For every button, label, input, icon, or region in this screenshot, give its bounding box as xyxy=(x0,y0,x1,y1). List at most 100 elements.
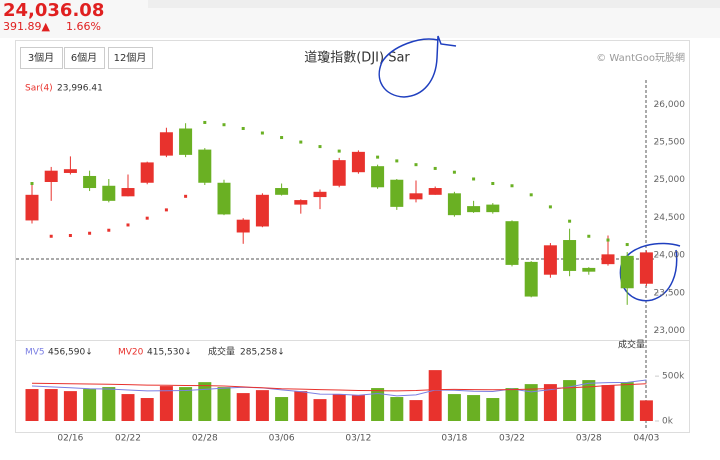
sar-dot xyxy=(472,177,476,181)
sar-dot xyxy=(529,193,533,197)
candle-body xyxy=(390,179,404,207)
volume-bar xyxy=(179,387,193,421)
x-tick-label: 03/06 xyxy=(269,434,295,444)
candle-body xyxy=(582,267,596,272)
candle-body xyxy=(601,254,615,265)
volume-bar xyxy=(25,389,39,421)
volume-bar xyxy=(582,380,596,421)
sar-dot xyxy=(568,219,572,223)
sar-dot xyxy=(318,145,322,149)
volume-bar xyxy=(121,394,135,421)
header-cells xyxy=(148,0,720,8)
volume-bar xyxy=(486,398,500,421)
volume-bar xyxy=(140,398,154,421)
volume-bar xyxy=(428,370,442,421)
candle-body xyxy=(198,149,212,183)
sar-dot xyxy=(280,136,284,140)
volume-bar xyxy=(159,386,173,421)
candle-body xyxy=(159,132,173,156)
candle-body xyxy=(351,151,365,173)
candle-body xyxy=(275,188,289,195)
range-button-label[interactable]: 3個月 xyxy=(28,51,54,64)
change: 391.89▲ xyxy=(3,20,50,33)
legend-name: MV20 xyxy=(118,348,144,358)
sar-dot xyxy=(510,184,514,188)
range-button[interactable] xyxy=(64,47,105,69)
range-button-label[interactable]: 6個月 xyxy=(71,51,97,64)
range-button-label[interactable]: 12個月 xyxy=(114,51,147,64)
volume-bar xyxy=(447,394,461,421)
volume-bar xyxy=(294,391,308,421)
x-tick-label: 02/28 xyxy=(192,434,218,444)
x-tick-label: 03/12 xyxy=(345,434,371,444)
candle-body xyxy=(102,185,116,201)
sar-dot xyxy=(260,131,264,135)
volume-bar xyxy=(371,388,385,421)
chart-title: 道瓊指數(DJI) Sar xyxy=(304,51,410,66)
sar-dot xyxy=(587,234,591,238)
volume-bar xyxy=(390,397,404,421)
candle-body xyxy=(179,128,193,155)
volume-bar xyxy=(601,385,615,421)
sar-dot xyxy=(606,238,610,242)
candle-body xyxy=(639,252,653,284)
hand-annotation xyxy=(619,242,681,302)
volume-bar xyxy=(620,382,634,421)
range-button[interactable] xyxy=(108,47,153,69)
y-tick-label: 26,000 xyxy=(654,100,686,110)
watermark: © WantGoo玩股網 xyxy=(596,51,685,64)
volume-bar xyxy=(505,388,519,421)
sar-dot xyxy=(126,223,130,227)
legend-name: 成交量 xyxy=(208,346,235,358)
sar-dot xyxy=(107,228,111,232)
sar-dot xyxy=(433,166,437,170)
x-tick-label: 03/18 xyxy=(441,434,467,444)
sar-dot xyxy=(644,253,648,257)
x-tick-label: 03/28 xyxy=(576,434,602,444)
legend-name: MV5 xyxy=(25,348,45,358)
sar-dot xyxy=(184,194,188,198)
candle-body xyxy=(486,204,500,213)
y-tick-label: 25,500 xyxy=(654,138,686,148)
x-tick-label: 03/22 xyxy=(499,434,525,444)
candle-body xyxy=(140,162,154,183)
sar-dot xyxy=(625,243,629,247)
sar-value: 23,996.41 xyxy=(57,84,103,94)
candle-body xyxy=(620,255,634,289)
sar-legend: Sar(4) xyxy=(25,84,53,94)
sar-dot xyxy=(49,234,53,238)
volume-bar xyxy=(217,387,231,421)
sar-dot xyxy=(88,231,92,235)
volume-bar xyxy=(313,399,327,421)
plot: 23,000 23,500 24,000 24,500 25,000 25,500 26,0… xyxy=(25,84,685,444)
candle-body xyxy=(294,200,308,205)
legend-value: 456,590↓ xyxy=(48,348,93,358)
candle-body xyxy=(63,169,77,173)
sar-dot xyxy=(376,155,380,159)
volume-bar xyxy=(63,391,77,421)
y-tick-label: 23,000 xyxy=(654,326,686,336)
volume-bar xyxy=(332,394,346,421)
frame xyxy=(15,40,690,433)
mv-line xyxy=(31,382,647,392)
volume-bar xyxy=(351,395,365,421)
y-tick-label: 0k xyxy=(662,417,674,427)
candle-body xyxy=(505,221,519,265)
volume-bar xyxy=(275,397,289,421)
legend-value: 415,530↓ xyxy=(147,348,192,358)
candle-body xyxy=(332,160,346,186)
sar-dot xyxy=(30,182,34,186)
legend-value: 285,258↓ xyxy=(240,348,285,358)
candle-body xyxy=(121,188,135,197)
volume-bar xyxy=(255,390,269,421)
volume-bar xyxy=(524,384,538,421)
candle-body xyxy=(313,191,327,198)
volume-bar xyxy=(198,382,212,421)
candle-body xyxy=(83,175,97,189)
range-button[interactable] xyxy=(20,47,63,69)
candle-body xyxy=(236,219,250,233)
volume-bar xyxy=(467,395,481,421)
candle-body xyxy=(467,206,481,213)
candle-body xyxy=(563,240,577,271)
